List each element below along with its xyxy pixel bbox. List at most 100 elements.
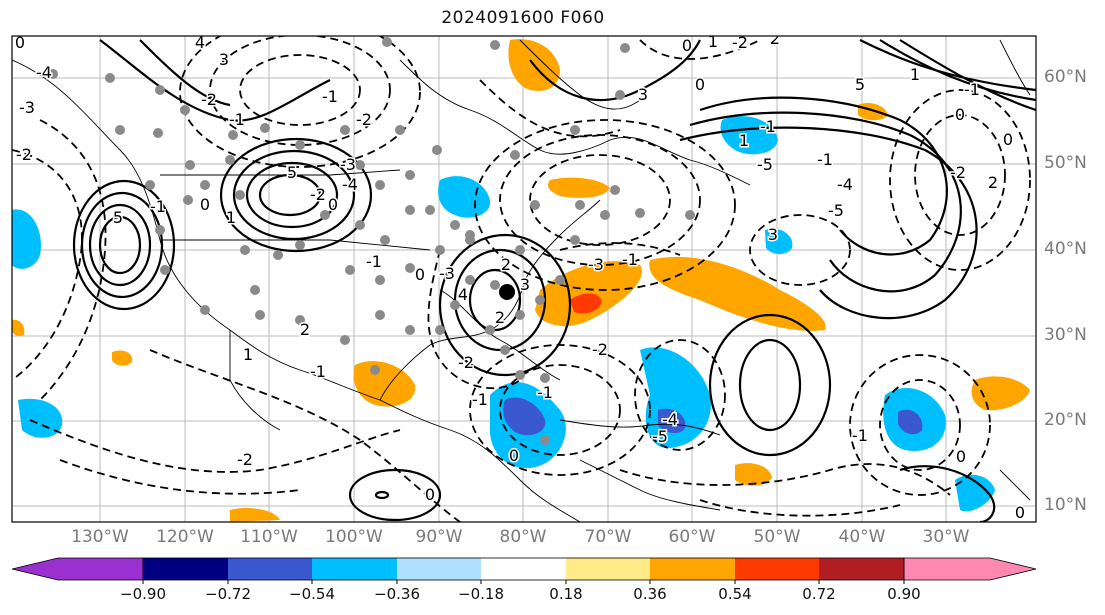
contour-label: -2	[310, 185, 326, 204]
contour-label: 3	[219, 50, 229, 69]
contour-label: 0	[956, 447, 966, 466]
contour-label: -1	[760, 117, 776, 136]
map-title: 2024091600 F060	[441, 8, 605, 28]
contour-label: 5	[287, 163, 297, 182]
station-dots	[48, 37, 695, 445]
contour-label: -1	[537, 383, 553, 402]
contour-label: 0	[415, 265, 425, 284]
map-frame	[11, 35, 1037, 523]
colorbar-tick-label: 0.54	[718, 585, 752, 603]
lat-label-20n: 20°N	[1044, 410, 1087, 430]
contour-label: -2	[732, 33, 748, 52]
contour-label: -4	[837, 175, 853, 194]
colorbar-segment	[397, 558, 481, 580]
lon-label-100w: 100°W	[325, 527, 383, 547]
colorbar-segment	[312, 558, 397, 580]
storm-center-marker	[499, 284, 515, 300]
contour-label: 4	[458, 285, 468, 304]
contour-label: 0	[955, 105, 965, 124]
contour-label: -5	[757, 155, 773, 174]
colorbar-segment	[650, 558, 735, 580]
contour-label: 2	[770, 29, 780, 48]
contour-label: 0	[425, 485, 435, 504]
contour-label: 4	[195, 33, 205, 52]
contour-label: -1	[472, 390, 488, 409]
colorbar-segment	[228, 558, 312, 580]
contour-label: -1	[229, 110, 245, 129]
contour-label: 1	[910, 65, 920, 84]
contour-label: -3	[19, 98, 35, 117]
lon-label-70w: 70°W	[584, 527, 632, 547]
contour-label: 0	[15, 33, 25, 52]
contour-label: 1	[226, 208, 236, 227]
contour-label: 0	[1015, 503, 1025, 522]
lon-label-110w: 110°W	[240, 527, 298, 547]
contour-label: -1	[310, 362, 326, 381]
contour-label: 2	[988, 173, 998, 192]
colorbar-tick-label: −0.36	[374, 585, 420, 603]
colorbar	[11, 557, 1037, 584]
contour-label: -1	[322, 87, 338, 106]
lon-label-90w: 90°W	[415, 527, 463, 547]
contour-label: 0	[200, 195, 210, 214]
colorbar-tick-label: −0.54	[289, 585, 335, 603]
contour-label: 0	[1003, 130, 1013, 149]
contour-label: -1	[817, 150, 833, 169]
contour-label: -1	[964, 80, 980, 99]
contour-label: 0	[509, 446, 519, 465]
lat-label-50n: 50°N	[1044, 153, 1087, 173]
contour-label: -2	[237, 450, 253, 469]
contour-label: 3	[520, 275, 530, 294]
positive-contours	[72, 39, 1036, 522]
contour-label: -1	[366, 252, 382, 271]
colorbar-tick-label: 0.18	[549, 585, 583, 603]
lat-label-30n: 30°N	[1044, 325, 1087, 345]
contour-label: 0	[695, 75, 705, 94]
lon-label-80w: 80°W	[499, 527, 547, 547]
colorbar-segment	[481, 558, 566, 580]
lat-label-10n: 10°N	[1044, 495, 1087, 515]
lon-label-120w: 120°W	[156, 527, 214, 547]
contour-label: -3	[588, 255, 604, 274]
colorbar-segment	[566, 558, 650, 580]
contour-label: 1	[739, 131, 749, 150]
colorbar-segment	[11, 557, 144, 581]
lon-label-60w: 60°W	[668, 527, 716, 547]
contour-label: -5	[828, 201, 844, 220]
colorbar-segment	[735, 558, 819, 580]
contour-label: -1	[852, 426, 868, 445]
contour-label: 3	[638, 85, 648, 104]
colorbar-segment	[819, 558, 904, 580]
contour-label: -4	[342, 175, 358, 194]
lon-label-30w: 30°W	[922, 527, 970, 547]
colorbar-tick-label: −0.72	[205, 585, 251, 603]
colorbar-tick-label: −0.18	[458, 585, 504, 603]
contour-label: -1	[622, 250, 638, 269]
contour-label: -4	[662, 410, 678, 429]
contour-label: 1	[708, 32, 718, 51]
contour-label: 2	[300, 320, 310, 339]
colorbar-frame	[142, 557, 905, 581]
lon-label-50w: 50°W	[753, 527, 801, 547]
contour-label: 2	[501, 255, 511, 274]
lon-label-40w: 40°W	[838, 527, 886, 547]
colorbar-tick-label: −0.90	[120, 585, 166, 603]
contour-label: 0	[328, 195, 338, 214]
contour-label: -2	[16, 145, 32, 164]
contour-label: -3	[340, 155, 356, 174]
contour-label: 5	[855, 75, 865, 94]
contour-label: -5	[652, 427, 668, 446]
colorbar-segment	[143, 558, 228, 580]
negative-contours	[12, 36, 1031, 522]
contour-labels: 0-4-3-2-2-103450-1-2-3-45-11-2-2-112-102…	[13, 29, 1026, 522]
contour-label: -4	[36, 63, 52, 82]
contour-label: -2	[950, 163, 966, 182]
colorbar-tick-label: 0.36	[633, 585, 667, 603]
contour-label: -1	[150, 197, 166, 216]
shaded-regions	[12, 39, 1030, 522]
contour-label: -3	[439, 264, 455, 283]
contour-label: -2	[592, 340, 608, 359]
lat-label-60n: 60°N	[1044, 67, 1087, 87]
contour-label: 0	[682, 36, 692, 55]
contour-label: 2	[495, 308, 505, 327]
